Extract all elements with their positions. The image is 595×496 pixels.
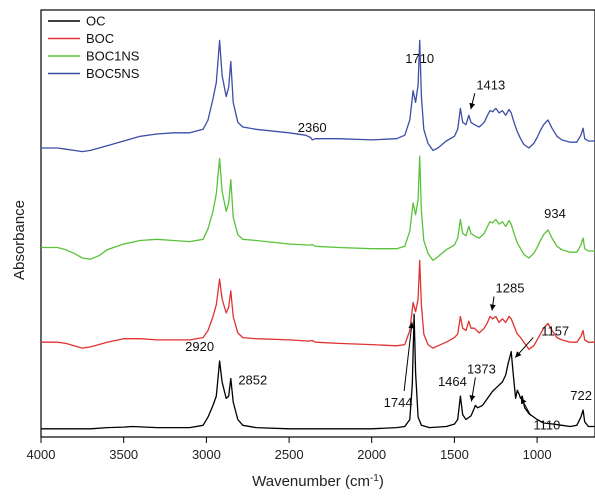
annotation-label-722: 722 [570,388,592,403]
series-layer [41,39,595,430]
annotation-label-2360: 2360 [298,120,327,135]
annotation-arrow-1157 [514,337,534,358]
x-tick-label: 1000 [523,447,552,462]
annotation-label-934: 934 [544,206,566,221]
annotation-label-1464: 1464 [438,374,467,389]
annotation-label-2852: 2852 [238,373,267,388]
annotation-label-1285: 1285 [496,281,525,296]
x-tick-label: 1500 [440,447,469,462]
annotation-label-1710: 1710 [405,51,434,66]
x-tick-label: 2500 [275,447,304,462]
plot-frame [40,9,595,438]
series-line-boc [41,259,595,350]
annotation-label-1157: 1157 [541,324,569,339]
annotation-arrow-1744 [403,322,415,392]
legend-label-oc: OC [86,14,106,29]
annotation-label-1413: 1413 [476,77,505,92]
series-line-boc5ns [41,39,595,153]
annotation-arrow-1413 [469,93,476,110]
y-axis-title: Absorbance [11,200,28,280]
series-line-oc [41,313,595,430]
x-axis-ticks: 4000 3500 3000 2500 2000 1500 1000 [27,437,552,462]
legend-label-boc: BOC [86,31,114,46]
annotation-label-1373: 1373 [467,361,496,376]
series-line-boc1ns [41,155,595,262]
annotation-label-2920: 2920 [185,339,214,354]
legend: OC BOC BOC1NS BOC5NS [48,14,140,81]
x-axis-title: Wavenumber (cm-1) [252,473,384,491]
x-tick-label: 4000 [27,447,56,462]
legend-label-boc5ns: BOC5NS [86,66,140,81]
annotation-arrow-1110 [520,397,532,416]
annotation-label-1110: 1110 [533,418,560,433]
x-tick-label: 3000 [192,447,221,462]
x-tick-label: 3500 [109,447,138,462]
x-tick-label: 2000 [357,447,386,462]
annotation-arrow-1373 [469,377,476,402]
annotation-arrow-1285 [489,296,496,311]
legend-label-boc1ns: BOC1NS [86,49,140,64]
annotation-label-1744: 1744 [384,395,413,410]
